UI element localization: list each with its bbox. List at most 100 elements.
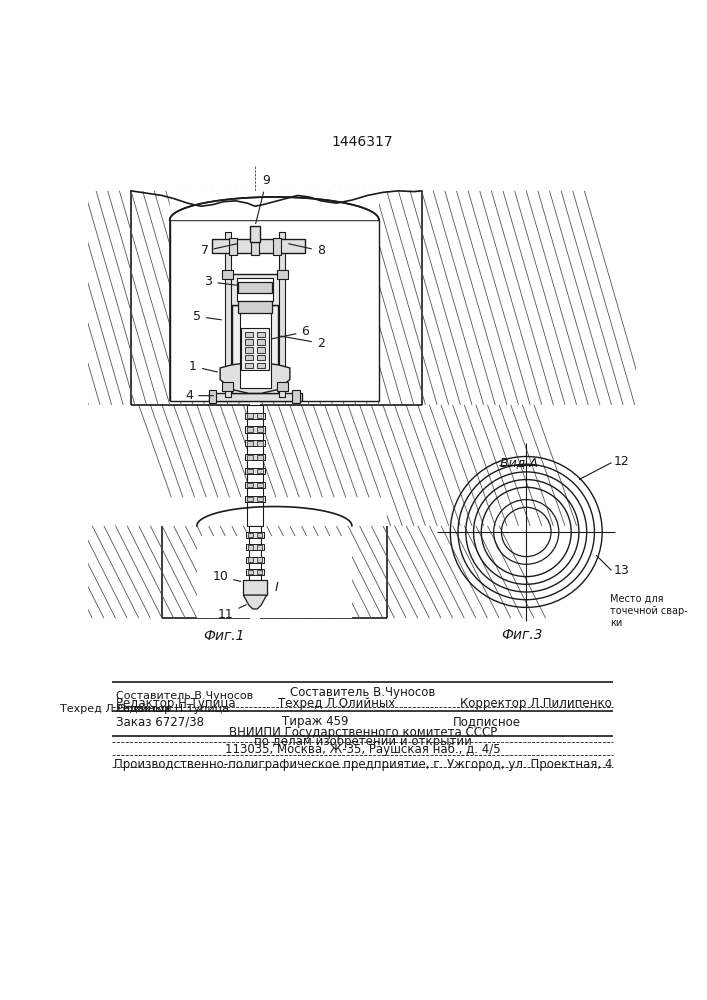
Bar	[257, 545, 262, 550]
Bar	[249, 526, 261, 584]
Text: 2: 2	[281, 336, 325, 350]
Text: Заказ 6727/38: Заказ 6727/38	[115, 715, 204, 728]
Text: ВНИИПИ Государственного комитета СССР: ВНИИПИ Государственного комитета СССР	[228, 726, 497, 739]
Text: 4: 4	[185, 389, 214, 402]
Bar	[251, 238, 259, 255]
Bar	[257, 469, 263, 473]
Bar	[225, 232, 231, 397]
Bar	[131, 191, 421, 405]
Bar	[257, 332, 265, 337]
Bar	[246, 557, 264, 563]
Bar	[250, 228, 259, 659]
Bar	[257, 533, 262, 537]
Bar	[248, 533, 253, 537]
Bar	[245, 468, 265, 474]
Bar	[257, 347, 265, 353]
Bar	[245, 332, 252, 337]
Bar	[247, 413, 253, 418]
Bar	[228, 274, 282, 305]
Bar	[257, 570, 262, 574]
Text: 1446317: 1446317	[332, 135, 394, 149]
Text: 12: 12	[614, 455, 629, 468]
Bar	[197, 536, 352, 618]
Bar	[245, 339, 252, 345]
Text: 13: 13	[614, 564, 629, 577]
Bar	[257, 363, 265, 368]
Bar	[223, 270, 233, 279]
Bar	[247, 427, 253, 432]
Text: Фиг.1: Фиг.1	[203, 629, 245, 643]
Bar	[246, 544, 264, 550]
Text: 8: 8	[288, 244, 325, 257]
Bar	[276, 382, 288, 391]
Text: 10: 10	[212, 570, 240, 583]
Bar	[245, 363, 252, 368]
Bar	[257, 427, 263, 432]
Bar	[209, 393, 301, 401]
Text: 11: 11	[218, 605, 246, 621]
Bar	[257, 413, 263, 418]
Bar	[238, 301, 272, 312]
Text: Редактор Н.Тупица: Редактор Н.Тупица	[115, 704, 228, 714]
Bar	[209, 389, 216, 403]
Bar	[247, 497, 253, 501]
Text: Подписное: Подписное	[452, 715, 520, 728]
Bar	[247, 483, 253, 487]
Bar	[223, 382, 233, 391]
Bar	[246, 532, 264, 538]
Bar	[257, 339, 265, 345]
Bar	[257, 455, 263, 460]
Text: I: I	[274, 581, 278, 594]
Text: 5: 5	[193, 310, 221, 323]
Bar	[257, 557, 262, 562]
Bar	[247, 469, 253, 473]
Bar	[245, 413, 265, 419]
Text: 113035, Москва, Ж-35, Раушская наб., д. 4/5: 113035, Москва, Ж-35, Раушская наб., д. …	[225, 743, 501, 756]
Bar	[241, 328, 269, 370]
Polygon shape	[220, 363, 290, 393]
Text: 1: 1	[189, 360, 218, 373]
Text: Производственно-полиграфическое предприятие, г. Ужгород, ул. Проектная, 4: Производственно-полиграфическое предприя…	[114, 758, 612, 771]
Text: 7: 7	[201, 244, 237, 257]
Bar	[248, 545, 253, 550]
Bar	[247, 405, 263, 526]
Bar	[276, 270, 288, 279]
Text: Вид А: Вид А	[500, 456, 537, 469]
Text: Техред Л.Олийных: Техред Л.Олийных	[279, 697, 395, 710]
Bar	[245, 482, 265, 488]
Bar	[279, 232, 285, 397]
Bar	[248, 570, 253, 574]
Bar	[230, 238, 237, 255]
Polygon shape	[170, 191, 379, 220]
Text: Техред Л.Олийных: Техред Л.Олийных	[60, 704, 170, 714]
Text: Место для
точечной свар-
ки: Место для точечной свар- ки	[610, 594, 688, 628]
Bar	[232, 305, 279, 393]
Polygon shape	[243, 595, 267, 609]
Bar	[246, 569, 264, 575]
Bar	[170, 220, 379, 401]
Text: Фиг.3: Фиг.3	[502, 628, 543, 642]
Text: Составитель В.Чуносов: Составитель В.Чуносов	[290, 686, 436, 699]
Bar	[273, 238, 281, 255]
Polygon shape	[162, 497, 387, 526]
Bar	[240, 311, 271, 388]
Bar	[248, 557, 253, 562]
Bar	[237, 278, 273, 301]
Bar	[212, 239, 305, 253]
Bar	[257, 497, 263, 501]
Text: по делам изобретений и открытий: по делам изобретений и открытий	[254, 734, 472, 748]
Text: Составитель В.Чуносов: Составитель В.Чуносов	[115, 691, 252, 701]
Text: 9: 9	[256, 174, 271, 224]
Text: Корректор Л.Пилипенко: Корректор Л.Пилипенко	[460, 697, 612, 710]
Bar	[245, 496, 265, 502]
Bar	[245, 454, 265, 460]
Bar	[245, 440, 265, 446]
Bar	[250, 226, 259, 242]
Bar	[257, 483, 263, 487]
Bar	[245, 355, 252, 360]
Bar	[257, 355, 265, 360]
Text: 6: 6	[271, 325, 310, 339]
Bar	[247, 455, 253, 460]
Bar	[257, 441, 263, 446]
Bar	[238, 282, 272, 293]
